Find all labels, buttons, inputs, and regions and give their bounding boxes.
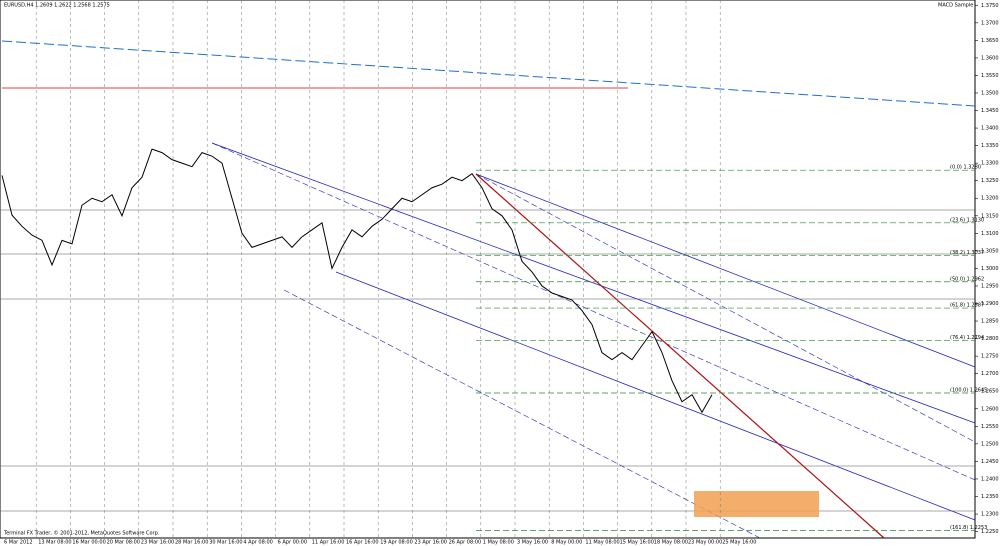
- y-tick-label: 1.3650: [981, 38, 999, 44]
- y-tick-label: 1.2450: [981, 459, 999, 465]
- y-tick-label: 1.3150: [981, 213, 999, 219]
- y-tick-label: 1.3600: [981, 55, 999, 61]
- y-tick-label: 1.2550: [981, 424, 999, 430]
- channel-line: [335, 271, 976, 521]
- y-tick-label: 1.2250: [981, 529, 999, 535]
- trend-line: [1, 40, 976, 107]
- y-tick-label: 1.2650: [981, 389, 999, 395]
- x-tick-label: 11 Apr 16:00: [312, 540, 345, 546]
- x-tick-label: 23 Apr 16:00: [414, 540, 447, 546]
- x-tick-label: 26 Apr 08:00: [449, 540, 482, 546]
- y-tick-label: 1.2850: [981, 319, 999, 325]
- x-tick-label: 16 Apr 16:00: [346, 540, 379, 546]
- price-line: [1, 148, 713, 414]
- y-tick-label: 1.2600: [981, 406, 999, 412]
- x-tick-label: 6 Mar 2012: [4, 540, 33, 546]
- y-tick-label: 1.2300: [981, 512, 999, 518]
- y-tick-label: 1.2500: [981, 441, 999, 447]
- copyright: Terminal FX Trader, © 2001-2012, MetaQuo…: [3, 530, 160, 537]
- target-zone: [694, 491, 819, 517]
- y-tick-label: 1.2400: [981, 476, 999, 482]
- x-tick-label: 15 May 16:00: [620, 540, 654, 546]
- fibo-label: (38.2) 1.3037: [950, 250, 984, 256]
- y-tick-label: 1.3200: [981, 196, 999, 202]
- x-tick-label: 8 May 00:00: [551, 540, 582, 546]
- y-tick-label: 1.2950: [981, 283, 999, 289]
- y-tick-label: 1.3000: [981, 266, 999, 272]
- x-tick-label: 1 May 08:00: [483, 540, 514, 546]
- y-tick-label: 1.3750: [981, 3, 999, 9]
- x-tick-label: 11 May 08:00: [585, 540, 619, 546]
- x-tick-label: 4 Apr 08:00: [243, 540, 272, 546]
- plot-frame: [0, 0, 976, 539]
- x-tick-label: 28 Mar 16:00: [175, 540, 208, 546]
- channel-line: [475, 173, 976, 443]
- fibo-label: (161.8) 1.2253: [950, 525, 987, 531]
- y-tick-label: 1.3050: [981, 248, 999, 254]
- y-tick-label: 1.2700: [981, 371, 999, 377]
- y-tick-label: 1.3100: [981, 231, 999, 237]
- expert-name: MACD Sample: [938, 3, 973, 9]
- y-tick-label: 1.2750: [981, 354, 999, 360]
- x-tick-label: 3 May 16:00: [517, 540, 548, 546]
- trend-line: [475, 173, 885, 539]
- x-tick-label: 23 Mar 16:00: [141, 540, 174, 546]
- y-tick-label: 1.3700: [981, 20, 999, 26]
- y-tick-label: 1.3250: [981, 178, 999, 184]
- channel-line: [475, 173, 976, 368]
- y-tick-label: 1.2800: [981, 336, 999, 342]
- channel-line: [211, 142, 976, 424]
- fibo-label: (76.4) 1.2794: [950, 335, 984, 341]
- fibo-label: (50.0) 1.2962: [950, 276, 984, 282]
- y-tick-label: 1.2350: [981, 494, 999, 500]
- x-tick-label: 19 Apr 08:00: [380, 540, 413, 546]
- y-tick-label: 1.3400: [981, 126, 999, 132]
- fibo-label: (61.8) 1.2887: [950, 303, 984, 309]
- y-tick-label: 1.3350: [981, 143, 999, 149]
- x-tick-label: 16 Mar 00:00: [72, 540, 105, 546]
- x-tick-label: 23 May 00:00: [688, 540, 722, 546]
- x-tick-label: 25 May 16:00: [722, 540, 756, 546]
- y-tick-label: 1.3300: [981, 161, 999, 167]
- y-tick-label: 1.3500: [981, 90, 999, 96]
- symbol-info: EURUSD,H4 1.2609 1.2622 1.2568 1.2575: [4, 3, 110, 9]
- x-tick-label: 18 May 08:00: [654, 540, 688, 546]
- fibo-label: (100.0) 1.2645: [950, 387, 987, 393]
- x-tick-label: 13 Mar 08:00: [38, 540, 71, 546]
- y-tick-label: 1.2900: [981, 301, 999, 307]
- y-tick-label: 1.3450: [981, 108, 999, 114]
- fibo-label: (0.0) 1.3280: [950, 165, 981, 171]
- channel-line: [211, 142, 976, 481]
- y-tick-label: 1.3550: [981, 73, 999, 79]
- fibo-label: (23.6) 1.3130: [950, 217, 984, 223]
- x-tick-label: 20 Mar 08:00: [107, 540, 140, 546]
- x-tick-label: 6 Apr 00:00: [278, 540, 307, 546]
- x-tick-label: 30 Mar 16:00: [209, 540, 242, 546]
